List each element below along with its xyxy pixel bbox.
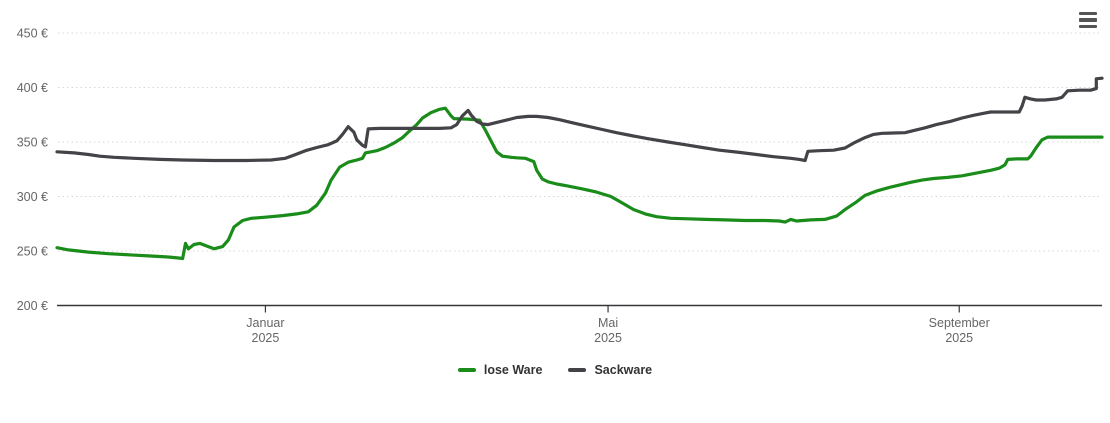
series-line-lose-ware[interactable] [55, 106, 1104, 261]
x-axis-sublabel: 2025 [252, 331, 280, 345]
series-line-sackware[interactable] [55, 76, 1104, 163]
hamburger-menu-icon[interactable] [1079, 12, 1097, 28]
legend-label-sackware: Sackware [594, 363, 653, 377]
y-axis-label: 350 € [17, 136, 48, 150]
legend-item-sackware[interactable]: Sackware [568, 363, 652, 377]
chart-legend: lose Ware Sackware [0, 363, 1110, 377]
y-axis-label: 250 € [17, 245, 48, 259]
legend-swatch-sackware-icon [568, 368, 587, 372]
x-axis-sublabel: 2025 [594, 331, 622, 345]
hamburger-bar [1079, 24, 1097, 28]
hamburger-bar [1079, 18, 1097, 22]
legend-label-lose-ware: lose Ware [483, 363, 543, 377]
legend-swatch-lose-ware-icon [457, 368, 476, 372]
hamburger-bar [1079, 12, 1097, 16]
x-axis-label: September [929, 316, 990, 330]
y-axis-label: 450 € [17, 27, 48, 41]
y-axis-label: 400 € [17, 81, 48, 95]
y-axis-label: 300 € [17, 190, 48, 204]
x-axis-label: Mai [598, 316, 618, 330]
x-axis-sublabel: 2025 [945, 331, 973, 345]
x-axis-label: Januar [246, 316, 284, 330]
y-axis-label: 200 € [17, 299, 48, 313]
legend-item-lose-ware[interactable]: lose Ware [457, 363, 543, 377]
